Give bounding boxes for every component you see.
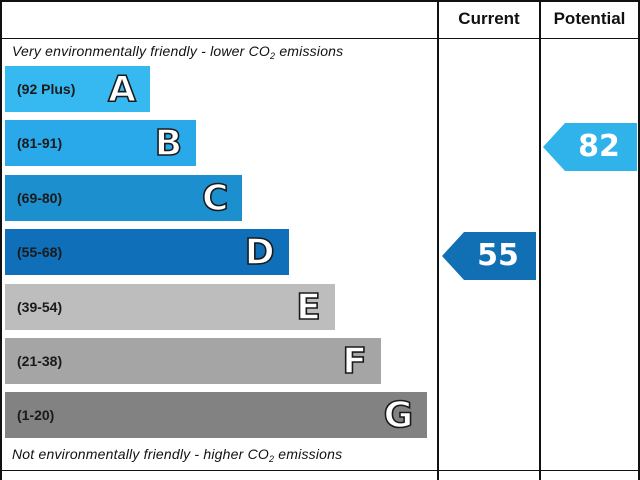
bottom-caption-subscript: 2 xyxy=(269,454,275,464)
current-arrow-shape xyxy=(442,232,536,281)
top-caption: Very environmentally friendly - lower CO… xyxy=(12,43,343,61)
rating-band-range: (69-80) xyxy=(17,189,63,206)
current-column-header: Current xyxy=(458,9,520,28)
rating-band-range: (81-91) xyxy=(17,135,63,152)
rating-band-letter: G xyxy=(383,395,414,438)
rating-band-e: (39-54) E xyxy=(5,283,335,330)
outer-left-border xyxy=(0,0,2,480)
top-caption-tail: emissions xyxy=(275,43,344,59)
rating-band-range: (39-54) xyxy=(17,298,63,315)
rating-band-d: (55-68) D xyxy=(5,229,289,276)
arrow-pointer xyxy=(543,122,637,171)
rating-band-letter: F xyxy=(342,340,368,383)
current-rating-arrow: 55 xyxy=(442,232,536,281)
current-rating-value: 55 xyxy=(477,238,519,274)
top-caption-text: Very environmentally friendly - lower CO xyxy=(12,43,271,59)
rating-band-range: (21-38) xyxy=(17,353,63,369)
potential-rating-arrow: 82 xyxy=(543,122,637,171)
rating-band-range: (55-68) xyxy=(17,244,63,261)
column-divider-potential xyxy=(539,0,541,480)
header-divider xyxy=(0,38,640,39)
top-caption-subscript: 2 xyxy=(270,51,276,61)
outer-right-border xyxy=(638,0,640,480)
rating-band-letter: B xyxy=(154,123,183,166)
arrow-pointer xyxy=(442,232,536,281)
potential-arrow-shape xyxy=(543,122,637,171)
rating-band-letter: E xyxy=(295,286,321,329)
potential-rating-value: 82 xyxy=(578,128,620,164)
outer-top-border xyxy=(0,0,640,2)
rating-band-range: (92 Plus) xyxy=(17,81,76,97)
rating-band-letter: A xyxy=(107,68,136,111)
bottom-caption-tail: emissions xyxy=(274,446,343,462)
footer-divider xyxy=(0,470,640,471)
rating-band-range: (1-20) xyxy=(17,407,55,424)
rating-band-g: (1-20) G xyxy=(5,392,428,439)
rating-band-letter: C xyxy=(201,177,229,220)
rating-band-a: (92 Plus) A xyxy=(5,66,150,112)
rating-band-letter: D xyxy=(244,231,275,274)
rating-band-f: (21-38) F xyxy=(5,338,381,384)
potential-column-header: Potential xyxy=(553,9,626,28)
bottom-caption: Not environmentally friendly - higher CO… xyxy=(12,446,342,464)
bottom-caption-text: Not environmentally friendly - higher CO xyxy=(12,446,269,462)
rating-band-b: (81-91) B xyxy=(5,120,197,167)
rating-band-c: (69-80) C xyxy=(5,174,243,221)
column-divider-current xyxy=(437,0,439,480)
